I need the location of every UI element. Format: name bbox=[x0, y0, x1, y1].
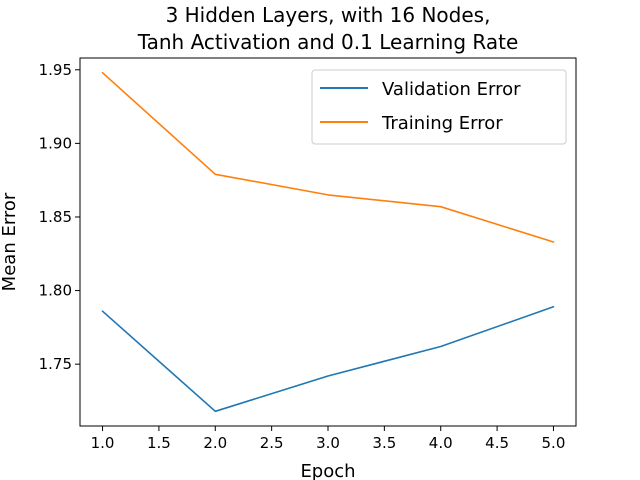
x-tick-label: 4.0 bbox=[429, 434, 453, 452]
chart-subtitle: Tanh Activation and 0.1 Learning Rate bbox=[137, 30, 519, 54]
x-tick-label: 3.0 bbox=[316, 434, 340, 452]
training-error-line bbox=[101, 71, 555, 243]
x-tick-label: 2.0 bbox=[203, 434, 227, 452]
validation-error-line bbox=[101, 305, 555, 413]
y-tick-label: 1.85 bbox=[39, 208, 72, 226]
plot-frame bbox=[79, 57, 577, 427]
y-tick-label: 1.75 bbox=[39, 355, 72, 373]
y-tick-label: 1.90 bbox=[39, 134, 72, 152]
legend-label-training: Training Error bbox=[381, 113, 503, 134]
x-tick-label: 4.5 bbox=[485, 434, 509, 452]
y-tick-label: 1.95 bbox=[39, 61, 72, 79]
y-tick-label: 1.80 bbox=[39, 282, 72, 300]
y-axis-label: Mean Error bbox=[0, 192, 20, 291]
legend: Validation Error Training Error bbox=[311, 69, 567, 145]
x-tick-label: 1.5 bbox=[147, 434, 171, 452]
legend-box bbox=[311, 69, 567, 145]
x-tick-label: 2.5 bbox=[260, 434, 284, 452]
x-axis-label: Epoch bbox=[300, 461, 355, 480]
chart-title: 3 Hidden Layers, with 16 Nodes, bbox=[166, 3, 491, 27]
x-tick-label: 1.0 bbox=[91, 434, 115, 452]
legend-label-validation: Validation Error bbox=[382, 79, 521, 100]
x-tick-label: 3.5 bbox=[372, 434, 396, 452]
x-tick-label: 5.0 bbox=[542, 434, 566, 452]
